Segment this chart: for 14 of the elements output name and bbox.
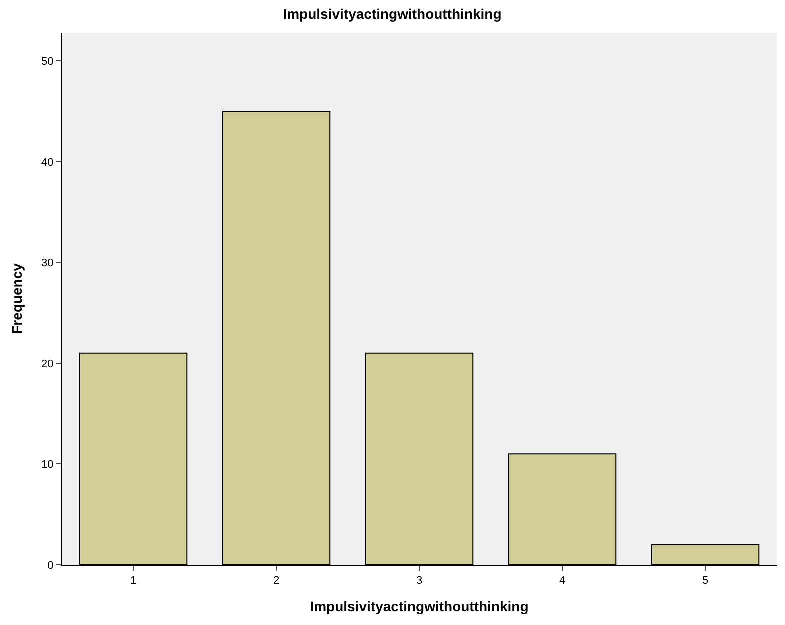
x-tick-label: 2 <box>273 575 280 588</box>
x-tick-label: 3 <box>416 575 423 588</box>
x-tick-label: 4 <box>559 575 566 588</box>
y-tick-label: 50 <box>42 56 54 68</box>
y-tick-label: 30 <box>42 258 54 270</box>
y-tick-label: 40 <box>42 156 54 169</box>
y-axis-title: Frequency <box>9 263 26 334</box>
x-tick-label: 1 <box>130 575 137 588</box>
x-axis-title: Impulsivityactingwithoutthinking <box>310 598 529 614</box>
x-tick-label: 5 <box>702 575 709 588</box>
y-tick-label: 0 <box>48 560 54 572</box>
y-tick-label: 20 <box>42 358 54 370</box>
chart-title: Impulsivityactingwithoutthinking <box>283 6 502 22</box>
y-tick-label: 10 <box>42 459 54 472</box>
